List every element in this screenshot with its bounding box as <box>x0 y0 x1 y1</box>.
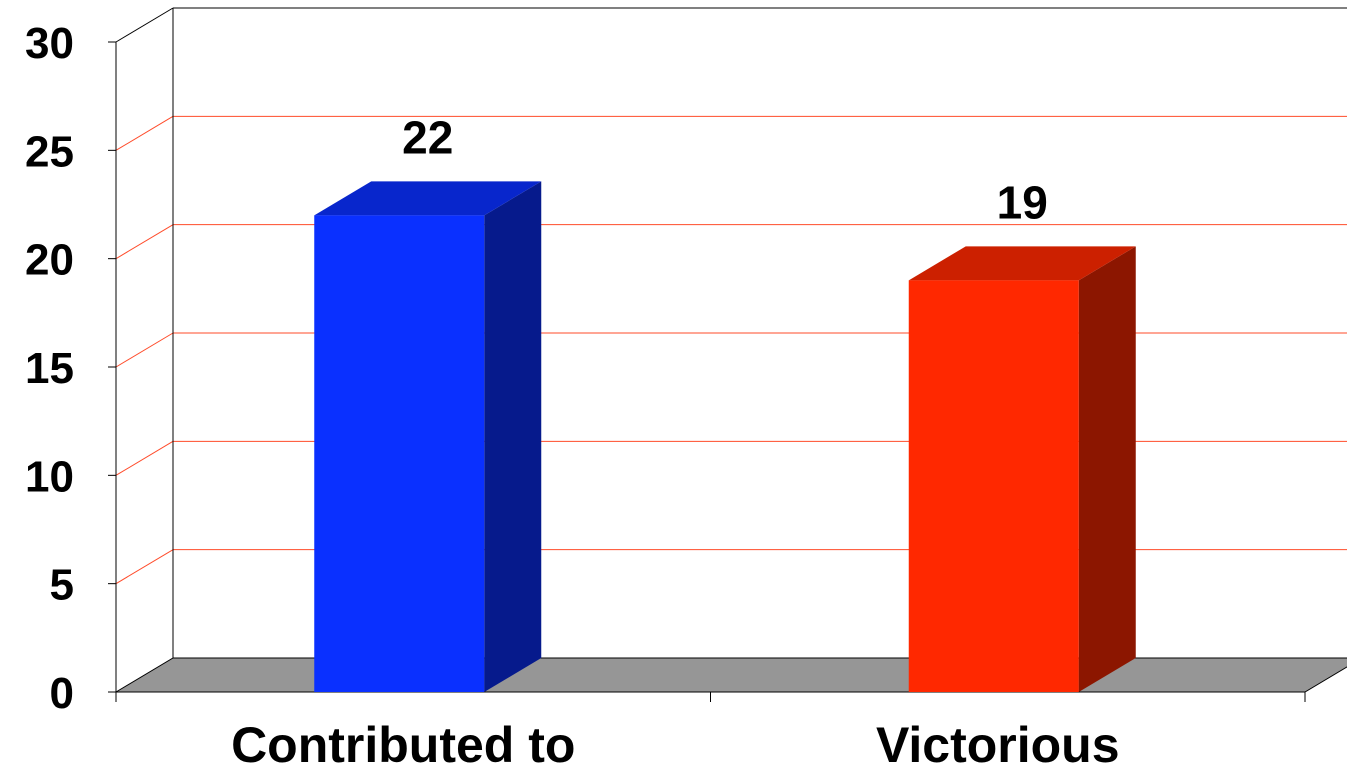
chart-floor <box>114 657 1347 693</box>
y-tick-label: 25 <box>25 127 74 176</box>
labels: 0 5 10 15 20 25 30 22 Contributed to 19 Victorious <box>25 19 1120 765</box>
gridline-side <box>115 115 174 151</box>
bar <box>314 215 485 693</box>
gridline-side <box>115 549 174 585</box>
floor-plane <box>114 657 1347 693</box>
y-tick-label: 5 <box>50 561 74 610</box>
y-tick-label: 0 <box>50 669 74 718</box>
gridline-side <box>115 224 174 260</box>
gridline-side <box>115 440 174 476</box>
gridline-side <box>115 332 174 368</box>
bar <box>908 280 1079 692</box>
bar-side <box>1078 246 1136 693</box>
data-label: 22 <box>402 111 453 163</box>
bar-top <box>908 246 1136 281</box>
axes <box>108 8 1306 702</box>
bar-top <box>314 181 542 216</box>
bar-side <box>484 181 542 693</box>
y-tick-label: 15 <box>25 344 74 393</box>
y-tick-label: 20 <box>25 236 74 285</box>
y-tick-label: 10 <box>25 452 74 501</box>
data-label: 19 <box>997 176 1048 228</box>
x-category-label: Victorious <box>876 717 1120 765</box>
gridline-side <box>115 7 174 43</box>
gridlines <box>115 7 1347 585</box>
bars <box>314 181 1136 693</box>
x-category-label: Contributed to <box>231 717 575 765</box>
y-tick-label: 30 <box>25 19 74 68</box>
